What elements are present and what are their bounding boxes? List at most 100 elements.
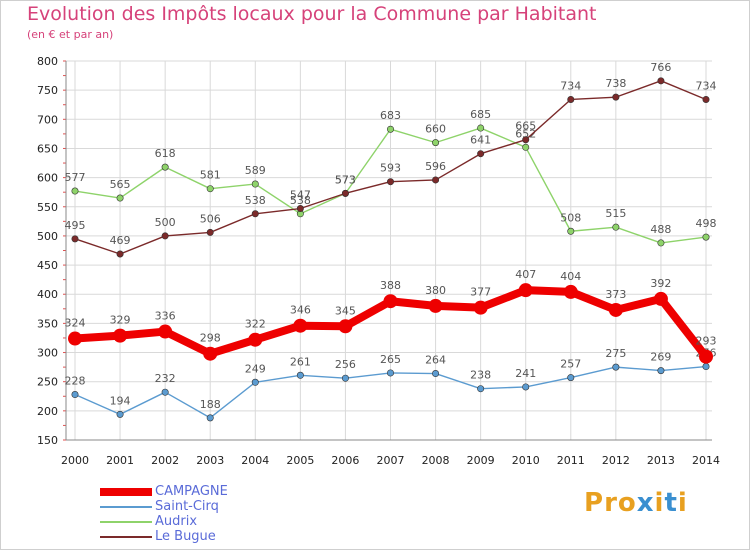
x-tick-label: 2005 (286, 454, 314, 467)
data-point (428, 298, 443, 313)
data-label: 593 (380, 162, 401, 175)
y-tick-label: 150 (37, 434, 58, 447)
x-tick-label: 2008 (422, 454, 450, 467)
data-label: 269 (650, 351, 671, 364)
data-label: 194 (110, 394, 131, 407)
data-point (158, 324, 173, 339)
data-label: 547 (290, 189, 311, 202)
y-tick-label: 600 (37, 172, 58, 185)
data-label: 515 (605, 207, 626, 220)
data-point (383, 294, 398, 309)
data-label: 249 (245, 362, 266, 375)
data-point (251, 180, 259, 188)
data-label: 407 (515, 268, 536, 281)
data-label: 660 (425, 123, 446, 136)
logo-letter: t (664, 488, 678, 518)
data-point (206, 414, 214, 422)
data-point (473, 300, 488, 315)
data-label: 373 (605, 288, 626, 301)
data-point (386, 369, 394, 377)
x-tick-label: 2003 (196, 454, 224, 467)
data-label: 329 (110, 314, 131, 327)
data-point (71, 391, 79, 399)
chart-subtitle: (en € et par an) (27, 28, 114, 41)
y-tick-label: 250 (37, 376, 58, 389)
data-point (477, 385, 485, 393)
legend-swatch (100, 521, 152, 523)
data-point (248, 332, 263, 347)
data-label: 469 (110, 234, 131, 247)
y-tick-label: 750 (37, 84, 58, 97)
plot-area (66, 61, 712, 440)
data-label: 683 (380, 109, 401, 122)
data-label: 618 (155, 147, 176, 160)
data-point (522, 136, 530, 144)
data-label: 538 (290, 194, 311, 207)
data-label: 652 (515, 127, 536, 140)
data-label: 265 (380, 353, 401, 366)
data-label: 228 (65, 375, 86, 388)
logo-letter: i (654, 488, 665, 518)
x-tick-label: 2006 (331, 454, 359, 467)
data-label: 232 (155, 372, 176, 385)
data-label: 573 (335, 173, 356, 186)
data-point (699, 349, 713, 364)
data-point (206, 228, 214, 236)
data-label: 293 (696, 335, 717, 348)
logo-letter: o (617, 488, 637, 518)
legend-label: Saint-Cirq (155, 499, 219, 514)
data-label: 589 (245, 164, 266, 177)
data-point (608, 302, 623, 317)
data-label: 738 (605, 77, 626, 90)
data-point (567, 95, 575, 103)
data-point (296, 371, 304, 379)
y-tick-label: 500 (37, 230, 58, 243)
data-point (702, 95, 710, 103)
data-label: 264 (425, 354, 446, 367)
y-tick-label: 450 (37, 259, 58, 272)
data-label: 685 (470, 108, 491, 121)
data-point (567, 227, 575, 235)
data-label: 734 (696, 79, 717, 92)
data-point (702, 233, 710, 241)
data-label: 336 (155, 310, 176, 323)
data-point (293, 318, 308, 333)
data-label: 238 (470, 369, 491, 382)
data-point (563, 284, 578, 299)
data-label: 538 (245, 194, 266, 207)
y-tick-label: 400 (37, 288, 58, 301)
logo-letter: x (636, 488, 655, 518)
data-point (612, 223, 620, 231)
data-label: 275 (605, 347, 626, 360)
data-label: 665 (515, 120, 536, 133)
data-label: 256 (335, 358, 356, 371)
data-label: 573 (335, 173, 356, 186)
data-point (386, 125, 394, 133)
data-label: 596 (425, 160, 446, 173)
data-point (71, 235, 79, 243)
data-point (116, 194, 124, 202)
data-label: 345 (335, 304, 356, 317)
data-point (567, 374, 575, 382)
data-point (432, 139, 440, 147)
data-point (518, 283, 533, 298)
data-point (203, 346, 218, 361)
data-point (116, 410, 124, 418)
data-point (386, 178, 394, 186)
data-label: 404 (560, 270, 581, 283)
data-point (296, 205, 304, 213)
data-point (68, 331, 82, 346)
data-label: 495 (65, 219, 86, 232)
data-label: 298 (200, 332, 221, 345)
x-tick-label: 2007 (377, 454, 405, 467)
logo-letter: i (677, 488, 688, 518)
chart-title: Evolution des Impôts locaux pour la Comm… (27, 3, 597, 25)
x-tick-label: 2014 (692, 454, 720, 467)
data-point (522, 383, 530, 391)
data-label: 324 (65, 317, 86, 330)
proxiti-logo: Proxiti (584, 488, 688, 518)
data-label: 346 (290, 304, 311, 317)
data-point (612, 93, 620, 101)
data-point (161, 388, 169, 396)
